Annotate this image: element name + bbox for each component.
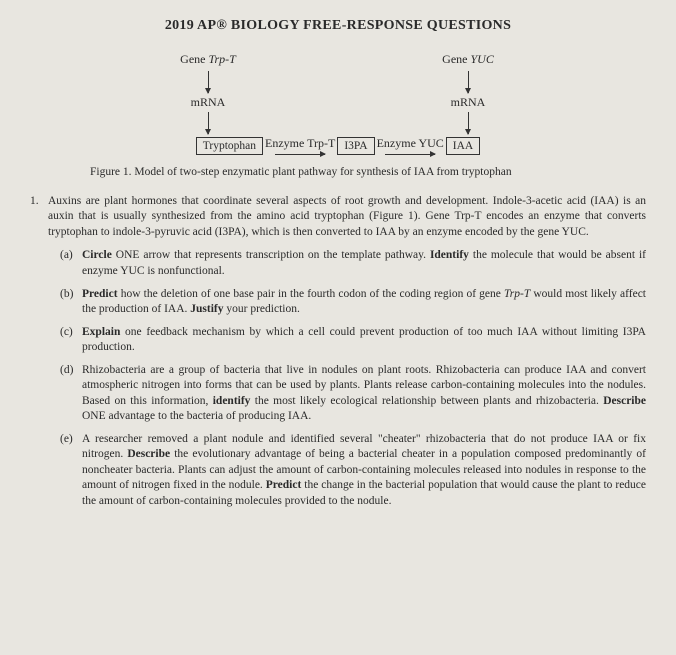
- down-arrow-icon: [468, 71, 469, 93]
- gene-left-text: Gene: [180, 52, 208, 66]
- part-a: (a) Circle ONE arrow that represents tra…: [60, 248, 646, 279]
- part-d: (d) Rhizobacteria are a group of bacteri…: [60, 363, 646, 425]
- part-label: (a): [60, 248, 82, 279]
- tryptophan-box: Tryptophan: [196, 137, 263, 155]
- gene-left-italic: Trp-T: [208, 52, 235, 66]
- gene-right-label: Gene YUC: [383, 52, 553, 67]
- part-text: Explain one feedback mechanism by which …: [82, 325, 646, 356]
- stem-text: Auxins are plant hormones that coordinat…: [48, 194, 646, 241]
- down-arrow-icon: [208, 112, 209, 134]
- document-page: 2019 AP® BIOLOGY FREE-RESPONSE QUESTIONS…: [0, 0, 676, 655]
- subparts-list: (a) Circle ONE arrow that represents tra…: [60, 248, 646, 509]
- right-arrow-icon: [385, 154, 435, 155]
- gene-right-text: Gene: [442, 52, 470, 66]
- part-label: (e): [60, 432, 82, 510]
- down-arrow-icon: [208, 71, 209, 93]
- part-text: Rhizobacteria are a group of bacteria th…: [82, 363, 646, 425]
- part-text: Circle ONE arrow that represents transcr…: [82, 248, 646, 279]
- enzyme-left-label: Enzyme Trp-T: [265, 136, 335, 151]
- iaa-box: IAA: [446, 137, 480, 155]
- down-arrow-icon: [468, 112, 469, 134]
- i3pa-box: I3PA: [337, 137, 374, 155]
- enzyme-right-label: Enzyme YUC: [377, 136, 444, 151]
- part-e: (e) A researcher removed a plant nodule …: [60, 432, 646, 510]
- part-c: (c) Explain one feedback mechanism by wh…: [60, 325, 646, 356]
- pathway-diagram: Gene Trp-T mRNA Gene YUC mRNA Tryptophan…: [123, 52, 553, 155]
- part-label: (c): [60, 325, 82, 356]
- figure-caption: Figure 1. Model of two-step enzymatic pl…: [90, 165, 646, 180]
- part-label: (d): [60, 363, 82, 425]
- question-number: 1.: [30, 194, 48, 241]
- part-b: (b) Predict how the deletion of one base…: [60, 287, 646, 318]
- question-stem: 1. Auxins are plant hormones that coordi…: [30, 194, 646, 241]
- gene-right-italic: YUC: [470, 52, 493, 66]
- part-text: A researcher removed a plant nodule and …: [82, 432, 646, 510]
- part-label: (b): [60, 287, 82, 318]
- mrna-right: mRNA: [383, 95, 553, 110]
- right-arrow-icon: [275, 154, 325, 155]
- mrna-left: mRNA: [123, 95, 293, 110]
- gene-left-label: Gene Trp-T: [123, 52, 293, 67]
- part-text: Predict how the deletion of one base pai…: [82, 287, 646, 318]
- page-title: 2019 AP® BIOLOGY FREE-RESPONSE QUESTIONS: [30, 18, 646, 34]
